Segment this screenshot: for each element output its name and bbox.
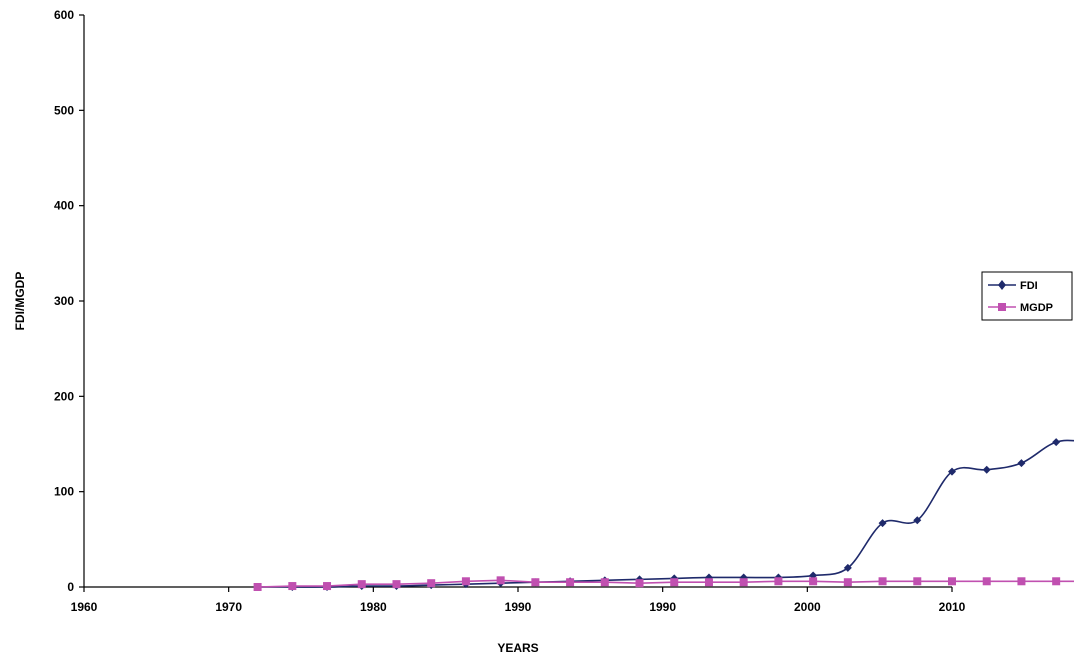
data-point-fdi [878, 519, 887, 528]
data-point-mgdp [461, 577, 470, 586]
data-point-mgdp [357, 580, 366, 589]
data-point-mgdp [948, 577, 956, 586]
legend-mgdp-label: MGDP [1020, 302, 1053, 314]
data-point-fdi [948, 467, 956, 476]
data-point-mgdp [1052, 577, 1061, 586]
x-axis-title: YEARS [497, 641, 538, 655]
data-point-mgdp [496, 576, 505, 585]
data-point-mgdp [809, 577, 818, 586]
x-ticks: 1960 1970 1980 1990 1990 2000 2010 [71, 587, 966, 614]
legend-fdi-label: FDI [1020, 280, 1038, 292]
data-point-mgdp [1017, 577, 1026, 586]
y-tick-label: 200 [54, 389, 74, 403]
data-point-mgdp [392, 580, 401, 589]
data-point-mgdp [739, 578, 748, 587]
series-line-fdi [257, 439, 1074, 588]
y-tick-label: 0 [67, 580, 74, 594]
x-tick-label: 1970 [215, 600, 242, 614]
data-point-mgdp [774, 577, 783, 586]
data-point-mgdp [635, 579, 644, 588]
legend: FDI MGDP [981, 271, 1073, 321]
data-point-mgdp [323, 582, 332, 591]
data-point-mgdp [566, 578, 575, 587]
legend-fdi-marker [998, 280, 1006, 290]
x-tick-label: 2010 [939, 600, 966, 614]
data-point-fdi [913, 516, 922, 525]
data-point-fdi [843, 563, 852, 572]
data-point-mgdp [427, 579, 436, 588]
series-line-mgdp [257, 579, 1074, 588]
x-tick-label: 2000 [794, 600, 821, 614]
data-point-fdi [1017, 459, 1026, 468]
data-point-mgdp [982, 577, 991, 586]
legend-mgdp-marker [998, 303, 1006, 311]
data-point-mgdp [600, 578, 609, 587]
x-tick-label: 1960 [71, 600, 98, 614]
data-point-mgdp [288, 582, 297, 591]
data-point-fdi [982, 465, 991, 474]
y-ticks: 0 100 200 300 400 500 600 [54, 8, 84, 594]
data-point-fdi [1052, 438, 1061, 447]
data-point-mgdp [253, 583, 262, 591]
y-tick-label: 300 [54, 294, 74, 308]
legend-box [981, 271, 1073, 321]
y-tick-label: 100 [54, 485, 74, 499]
y-tick-label: 600 [54, 8, 74, 22]
x-tick-label: 1990 [649, 600, 676, 614]
data-point-mgdp [878, 577, 887, 586]
x-tick-label: 1980 [360, 600, 387, 614]
data-point-mgdp [913, 577, 922, 586]
data-point-mgdp [670, 578, 679, 587]
y-tick-label: 500 [54, 103, 74, 117]
y-tick-label: 400 [54, 199, 74, 213]
series-layer [253, 438, 1074, 591]
y-axis-title: FDI/MGDP [13, 272, 27, 331]
x-tick-label: 1990 [505, 600, 532, 614]
data-point-mgdp [531, 578, 540, 587]
data-point-mgdp [704, 578, 713, 587]
data-point-mgdp [843, 578, 852, 587]
